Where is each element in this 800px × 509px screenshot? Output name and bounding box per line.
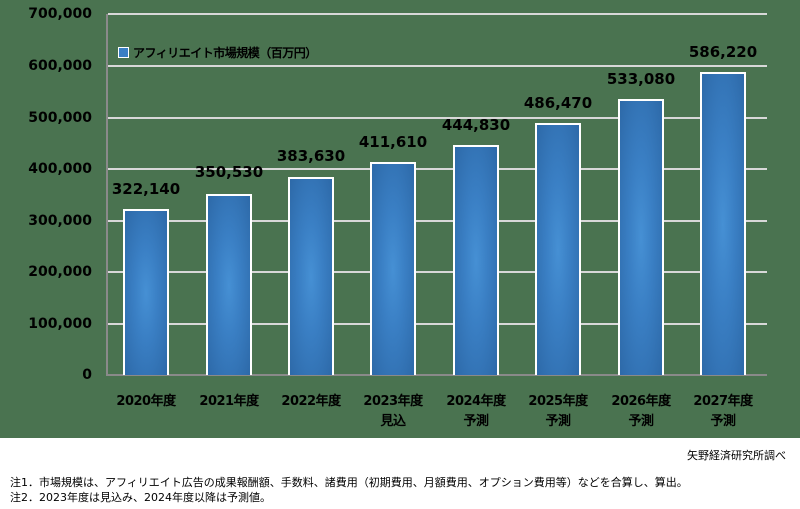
bar-value-label: 533,080	[606, 70, 676, 88]
bar-2022	[288, 177, 334, 375]
legend-swatch-icon	[118, 47, 129, 58]
bar-value-label: 586,220	[688, 43, 758, 61]
bar-2026	[618, 99, 664, 375]
y-tick: 100,000	[28, 316, 92, 332]
x-tick-label: 2026年度 予測	[611, 394, 671, 429]
y-tick: 0	[82, 367, 92, 383]
chart-legend: アフィリエイト市場規模（百万円）	[118, 44, 317, 61]
gridline-200000	[108, 271, 767, 273]
bar-value-label: 486,470	[523, 94, 593, 112]
y-tick: 400,000	[28, 161, 92, 177]
x-tick-label: 2021年度	[199, 394, 259, 409]
x-tick-label: 2023年度 見込	[363, 394, 423, 429]
bar-2027	[700, 72, 746, 375]
footnote-1: 注1．市場規模は、アフィリエイト広告の成果報酬額、手数料、諸費用（初期費用、月額…	[10, 476, 688, 489]
x-tick-label: 2024年度 予測	[446, 394, 506, 429]
legend-label: アフィリエイト市場規模（百万円）	[133, 46, 317, 60]
x-tick-label: 2025年度 予測	[528, 394, 588, 429]
gridline-400000	[108, 168, 767, 170]
bar-2024	[453, 145, 499, 375]
y-tick: 300,000	[28, 213, 92, 229]
bar-2020	[123, 209, 169, 375]
gridline-500000	[108, 117, 767, 119]
gridline-700000	[108, 13, 767, 15]
gridline-100000	[108, 323, 767, 325]
y-tick: 700,000	[28, 6, 92, 22]
bar-value-label: 322,140	[111, 180, 181, 198]
y-axis	[106, 14, 108, 376]
bar-2023	[370, 162, 416, 375]
source-credit: 矢野経済研究所調べ	[687, 449, 786, 462]
bar-2025	[535, 123, 581, 375]
x-tick-label: 2020年度	[116, 394, 176, 409]
x-tick-label: 2027年度 予測	[693, 394, 753, 429]
bar-value-label: 411,610	[358, 133, 428, 151]
y-tick: 200,000	[28, 264, 92, 280]
footnote-2: 注2．2023年度は見込み、2024年度以降は予測値。	[10, 491, 271, 504]
gridline-600000	[108, 65, 767, 67]
bar-2021	[206, 194, 252, 375]
bar-value-label: 444,830	[441, 116, 511, 134]
x-tick-label: 2022年度	[281, 394, 341, 409]
gridline-300000	[108, 220, 767, 222]
y-tick: 500,000	[28, 110, 92, 126]
bar-value-label: 383,630	[276, 147, 346, 165]
bar-value-label: 350,530	[194, 163, 264, 181]
x-axis	[106, 374, 767, 376]
y-tick: 600,000	[28, 58, 92, 74]
